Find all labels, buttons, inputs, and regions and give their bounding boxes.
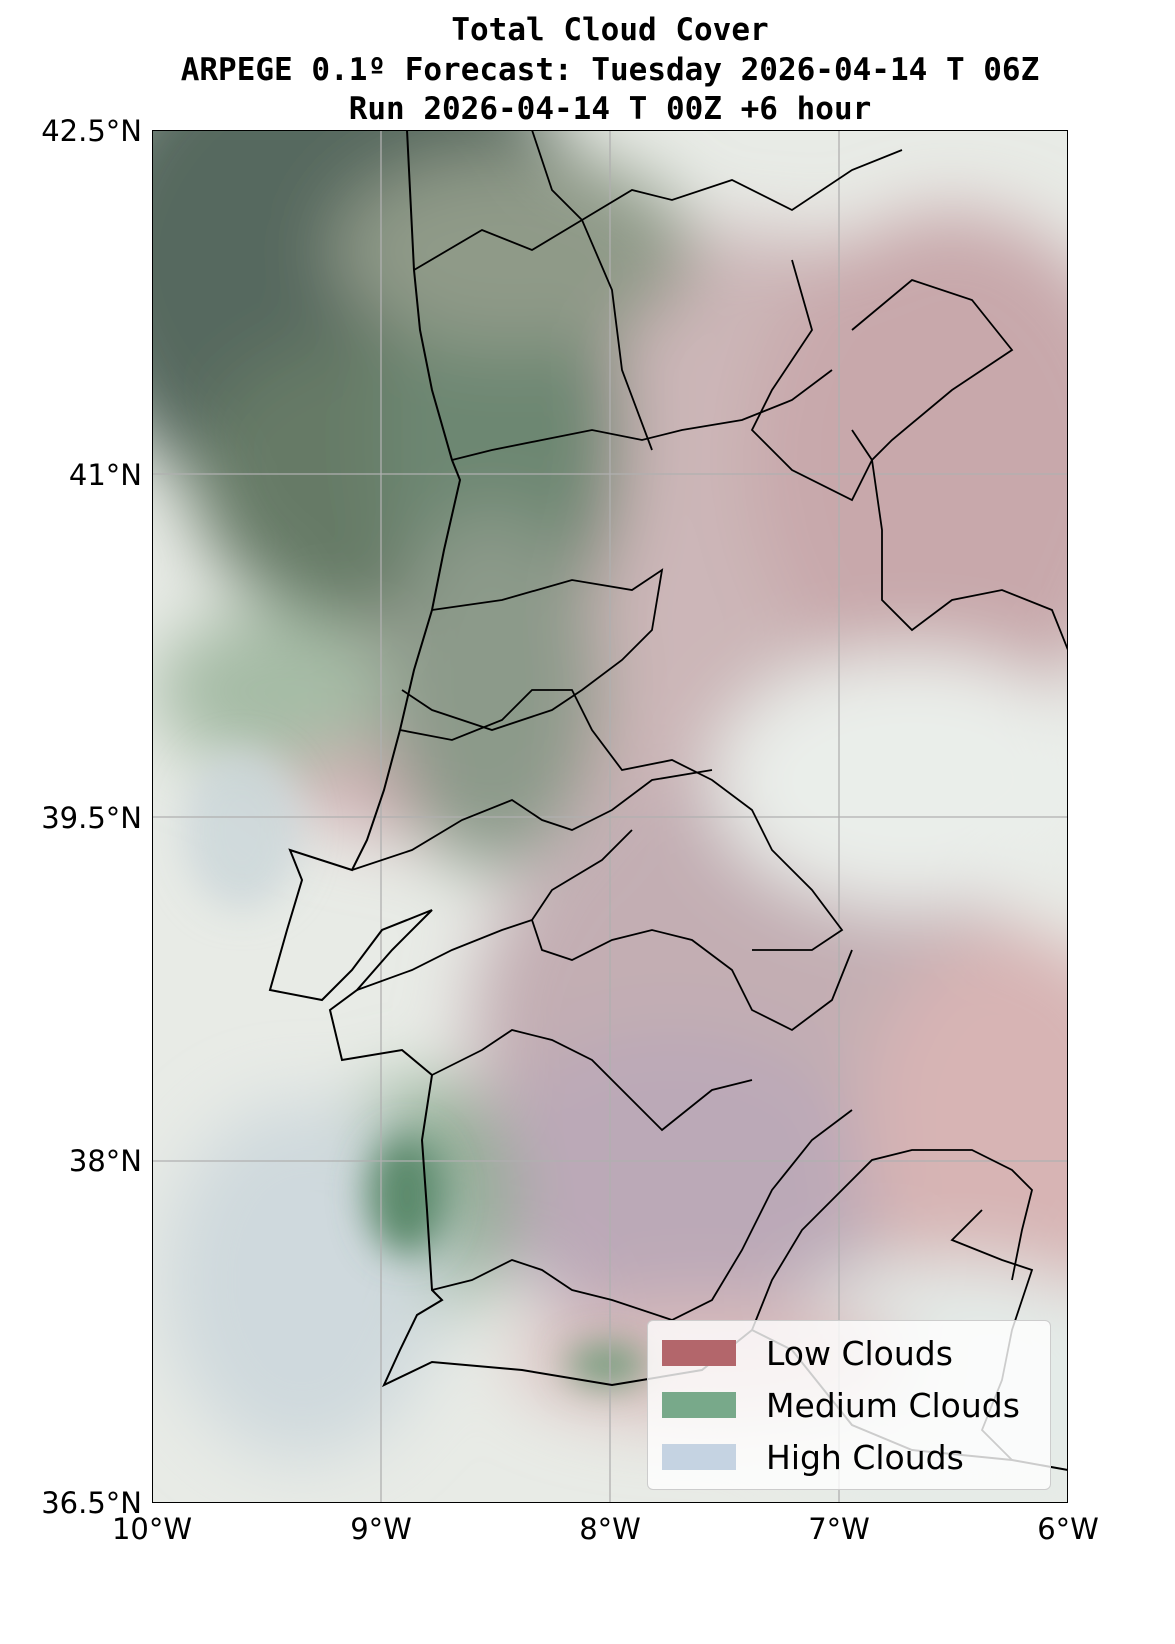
coastline [268,130,1068,1471]
legend-swatch-medium [662,1392,736,1418]
legend-item-high-clouds: High Clouds [662,1437,964,1477]
map-run-info: Run 2026-04-14 T 00Z +6 hour [348,91,872,127]
cloud-cover-map [152,130,1068,1503]
x-tick-label: 10°W [111,1512,193,1546]
x-tick-label: 7°W [808,1512,870,1546]
gridlines [152,130,1068,1503]
map-subtitle: ARPEGE 0.1º Forecast: Tuesday 2026-04-14… [180,52,1040,88]
map-title: Total Cloud Cover [451,12,769,48]
legend-label: Low Clouds [766,1333,953,1373]
x-tick-label: 6°W [1037,1512,1099,1546]
legend-label: High Clouds [766,1437,964,1477]
y-tick-label: 36.5°N [41,1486,142,1520]
legend-label: Medium Clouds [766,1385,1020,1425]
legend-swatch-low [662,1340,736,1366]
x-tick-label: 8°W [579,1512,641,1546]
y-tick-label: 41°N [68,458,142,492]
legend-swatch-high [662,1444,736,1470]
legend-item-medium-clouds: Medium Clouds [662,1385,1020,1425]
x-tick-label: 9°W [350,1512,412,1546]
cloud-fields [152,130,1068,1500]
regional-borders [351,130,1068,1461]
y-tick-label: 39.5°N [41,801,142,835]
legend: Low Clouds Medium Clouds High Clouds [647,1320,1051,1490]
y-tick-label: 38°N [68,1144,142,1178]
legend-item-low-clouds: Low Clouds [662,1333,953,1373]
y-tick-label: 42.5°N [41,114,142,148]
